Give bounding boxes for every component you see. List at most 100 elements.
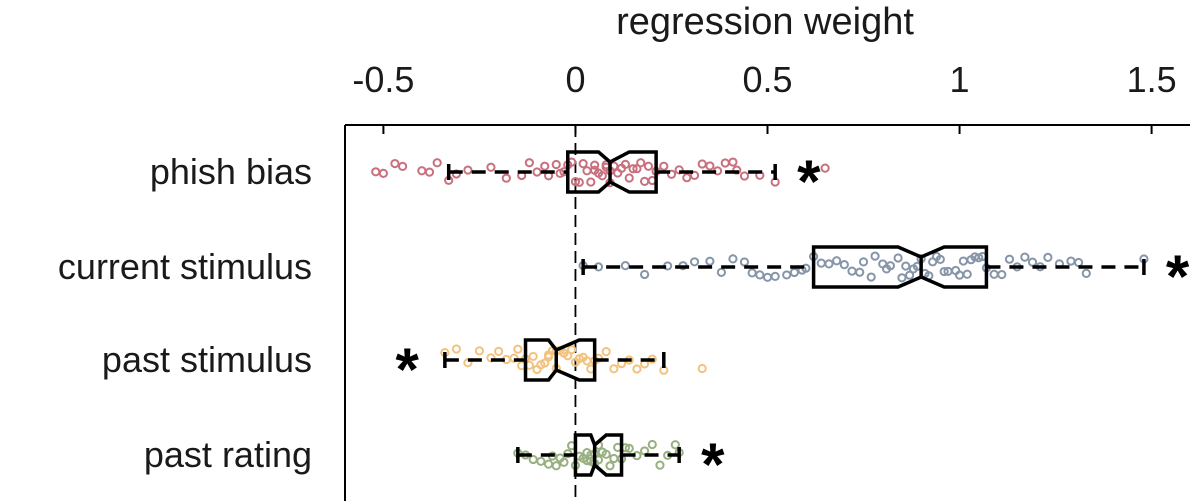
data-point (739, 257, 750, 267)
significance-star: * (1166, 243, 1190, 310)
data-point (417, 166, 427, 176)
data-point (398, 161, 408, 171)
data-point (424, 167, 435, 177)
data-point (747, 268, 757, 278)
data-point (1074, 257, 1084, 268)
data-point (609, 453, 619, 464)
data-point (597, 171, 607, 181)
data-point (870, 251, 880, 261)
data-point (659, 161, 669, 171)
data-point (682, 173, 692, 183)
data-point (532, 167, 542, 177)
data-point (605, 461, 615, 471)
data-point (647, 439, 657, 450)
data-point (855, 267, 865, 277)
data-point (540, 161, 550, 171)
data-point (1066, 256, 1076, 266)
data-point (939, 266, 949, 277)
category-label: phish bias (150, 151, 312, 192)
data-point (590, 160, 600, 170)
data-point (620, 261, 630, 271)
data-point (474, 346, 485, 356)
notched-box (566, 150, 658, 194)
data-point (893, 253, 903, 263)
data-point (670, 440, 680, 450)
row-past-stimulus: past stimulus * (102, 336, 707, 403)
x-tick-label: 1.5 (1127, 59, 1177, 100)
row-phish-bias: phish bias * (150, 148, 830, 215)
data-point (609, 364, 619, 374)
data-point (551, 461, 561, 471)
data-point (655, 460, 665, 470)
data-point (559, 457, 569, 467)
data-point (567, 345, 577, 355)
data-point (689, 257, 700, 267)
data-point (666, 169, 677, 179)
data-point (901, 261, 911, 271)
significance-star: * (701, 431, 725, 498)
data-point (494, 346, 504, 356)
data-point (378, 168, 389, 178)
data-point (463, 165, 473, 175)
row-past-rating: past rating * (144, 431, 725, 498)
data-point (739, 171, 750, 181)
category-label: current stimulus (58, 246, 312, 287)
x-axis-title: regression weight (616, 1, 914, 43)
data-point (1081, 268, 1091, 278)
data-point (728, 157, 738, 167)
data-point (839, 260, 849, 270)
notched-box (573, 433, 624, 477)
data-point (697, 363, 707, 374)
data-point (574, 177, 584, 187)
data-point (858, 257, 869, 267)
data-point (989, 269, 999, 279)
data-point (501, 173, 511, 183)
data-point (782, 270, 792, 280)
data-point (540, 358, 550, 368)
data-point (528, 454, 538, 465)
data-point (832, 256, 842, 266)
data-point (543, 352, 554, 362)
data-point (570, 177, 581, 187)
data-point (816, 258, 826, 268)
data-point (371, 167, 381, 177)
data-point (720, 158, 730, 168)
data-point (885, 261, 896, 271)
data-point (705, 161, 715, 171)
data-point (866, 272, 876, 282)
data-point (1027, 257, 1038, 267)
data-point (847, 266, 857, 276)
data-point (632, 364, 642, 374)
data-point (586, 177, 596, 187)
data-point (1004, 254, 1015, 264)
data-point (524, 158, 534, 168)
data-point (551, 159, 561, 170)
data-point (905, 270, 915, 280)
data-point (543, 459, 554, 469)
data-point (958, 256, 968, 266)
x-axis-ticks: -0.5 0 0.5 1 1.5 (352, 59, 1177, 134)
data-point (1020, 252, 1030, 262)
data-point (728, 254, 738, 264)
plot-rows: phish bias *current stimulus *past stimulu… (58, 148, 1190, 498)
data-point (536, 456, 546, 466)
category-label: past rating (144, 434, 312, 475)
data-point (390, 158, 400, 169)
significance-star: * (396, 336, 420, 403)
data-point (528, 351, 538, 362)
data-point (770, 271, 780, 281)
notched-box (811, 245, 989, 289)
data-point (897, 273, 907, 283)
data-point (997, 269, 1007, 280)
x-tick-label: 0 (565, 59, 585, 100)
data-point (513, 344, 523, 354)
data-point (624, 173, 634, 183)
data-point (697, 159, 707, 169)
data-point (1043, 252, 1053, 263)
data-point (432, 158, 442, 168)
data-point (636, 158, 646, 168)
data-point (578, 159, 588, 169)
data-point (639, 269, 650, 280)
data-point (689, 170, 700, 180)
